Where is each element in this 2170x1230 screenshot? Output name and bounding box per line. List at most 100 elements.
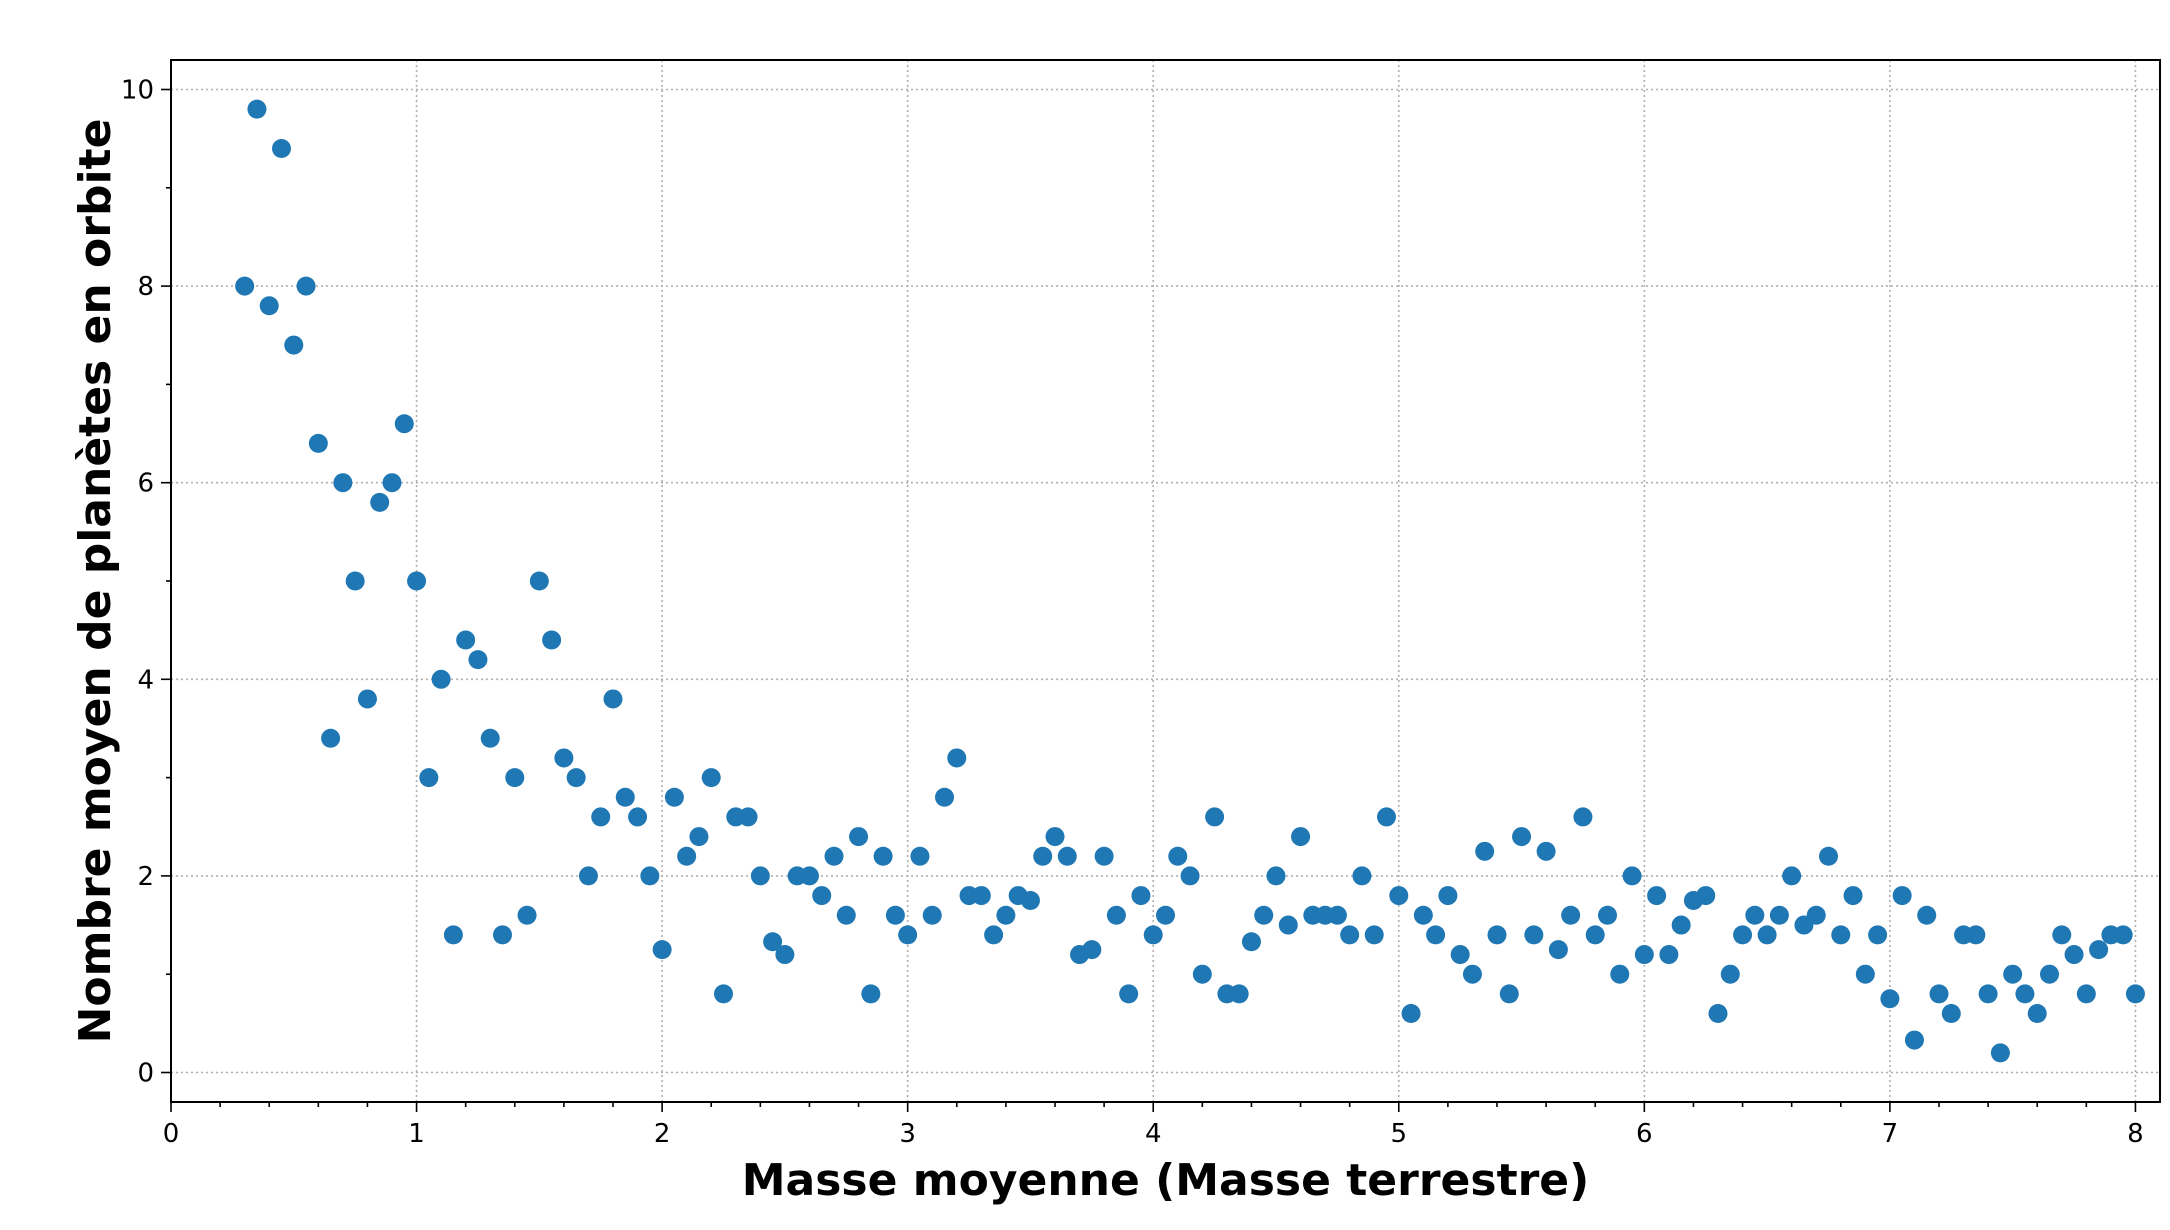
data-point [1769, 905, 1789, 925]
data-point [922, 905, 942, 925]
y-tick-label: 0 [137, 1059, 154, 1089]
data-point [849, 827, 869, 847]
data-point [2015, 984, 2035, 1004]
data-point [1745, 905, 1765, 925]
data-point [345, 571, 365, 591]
data-point [333, 473, 353, 493]
data-point [1057, 846, 1077, 866]
data-point [1401, 1004, 1421, 1024]
data-point [1291, 827, 1311, 847]
data-point [493, 925, 512, 945]
data-point [1782, 866, 1802, 886]
data-point [1819, 846, 1838, 866]
data-point [603, 689, 623, 709]
data-point [1106, 905, 1126, 925]
data-point [1696, 886, 1716, 906]
data-point [272, 138, 291, 158]
data-point [1327, 905, 1347, 925]
data-point [1340, 925, 1360, 945]
data-point [2113, 925, 2133, 945]
y-tick-label: 10 [121, 75, 154, 105]
data-point [898, 925, 918, 945]
data-point [1278, 915, 1298, 935]
data-point [235, 276, 255, 296]
y-tick-label: 4 [137, 665, 154, 695]
data-point [971, 886, 991, 906]
data-point [1499, 984, 1519, 1004]
data-point [431, 669, 451, 689]
data-point [382, 473, 402, 493]
data-point [2003, 964, 2023, 984]
data-point [1941, 1004, 1961, 1024]
data-point [763, 932, 783, 952]
data-point [1180, 866, 1200, 886]
y-tick-label: 2 [137, 862, 154, 892]
data-point [1855, 964, 1875, 984]
data-point [935, 787, 954, 807]
data-point [1045, 827, 1065, 847]
data-point [1929, 984, 1949, 1004]
data-point [1536, 841, 1556, 861]
data-point [394, 414, 414, 434]
data-point [824, 846, 844, 866]
data-point [1561, 905, 1581, 925]
data-point [615, 787, 635, 807]
data-point [984, 925, 1004, 945]
data-point [1254, 905, 1274, 925]
data-point [1156, 905, 1175, 925]
data-point [873, 846, 893, 866]
data-point [443, 925, 463, 945]
data-point [2040, 964, 2059, 984]
y-tick-label: 6 [137, 469, 154, 499]
x-tick-label: 5 [1391, 1119, 1408, 1149]
x-tick-label: 7 [1882, 1119, 1899, 1149]
data-point [1671, 915, 1691, 935]
data-point [1573, 807, 1593, 827]
data-point [308, 433, 328, 453]
data-point [1634, 945, 1654, 965]
data-point [2064, 945, 2084, 965]
data-point [1462, 964, 1482, 984]
plot-frame [170, 59, 2161, 1103]
data-point [1082, 940, 1102, 960]
data-point [480, 728, 500, 748]
data-point [947, 748, 967, 768]
data-point [1990, 1043, 2010, 1063]
data-point [652, 940, 672, 960]
data-point [836, 905, 856, 925]
data-point [1610, 964, 1630, 984]
data-point [1143, 925, 1163, 945]
data-point [1892, 886, 1912, 906]
data-point [1094, 846, 1114, 866]
data-point [1475, 841, 1495, 861]
data-point [775, 945, 795, 965]
data-point [885, 905, 905, 925]
data-point [1413, 905, 1433, 925]
data-point [1426, 925, 1446, 945]
data-point [259, 296, 279, 316]
data-point [750, 866, 770, 886]
data-point [1438, 886, 1458, 906]
data-point [799, 866, 819, 886]
axis-ticks: 0 1 2 3 4 5 6 7 8 0 2 4 6 8 10 [121, 75, 2144, 1149]
x-tick-label: 2 [654, 1119, 671, 1149]
data-points [235, 99, 2145, 1063]
data-point [1364, 925, 1384, 945]
data-point [1757, 925, 1777, 945]
data-point [1647, 886, 1667, 906]
data-point [861, 984, 881, 1004]
data-point [1020, 890, 1040, 910]
data-point [1843, 886, 1863, 906]
data-point [296, 276, 316, 296]
data-point [1352, 866, 1372, 886]
grid-lines [170, 60, 2160, 1102]
data-point [591, 807, 611, 827]
data-point [738, 807, 758, 827]
data-point [812, 886, 832, 906]
data-point [677, 846, 697, 866]
data-point [370, 492, 390, 512]
data-point [1978, 984, 1998, 1004]
data-point [1966, 925, 1986, 945]
data-point [1708, 1004, 1728, 1024]
